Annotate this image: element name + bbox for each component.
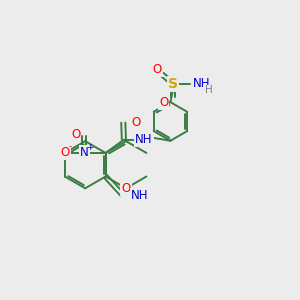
Text: NH: NH bbox=[130, 189, 148, 203]
Text: H: H bbox=[205, 85, 212, 95]
Text: O: O bbox=[60, 146, 70, 159]
Text: O: O bbox=[122, 182, 130, 195]
Text: -: - bbox=[69, 142, 72, 152]
Text: O: O bbox=[159, 96, 169, 109]
Text: O: O bbox=[153, 63, 162, 76]
Text: NH: NH bbox=[193, 77, 210, 90]
Text: +: + bbox=[86, 142, 94, 152]
Text: S: S bbox=[168, 77, 178, 91]
Text: O: O bbox=[131, 116, 141, 128]
Text: NH: NH bbox=[135, 133, 153, 146]
Text: O: O bbox=[71, 128, 80, 141]
Text: N: N bbox=[80, 146, 89, 159]
